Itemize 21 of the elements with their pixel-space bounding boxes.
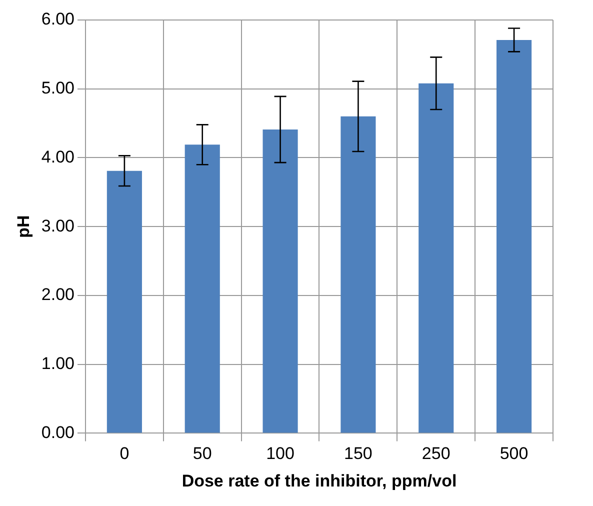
y-axis-title: pH xyxy=(14,215,33,238)
bar xyxy=(418,83,454,433)
bar xyxy=(106,170,142,433)
y-tick-label: 1.00 xyxy=(41,354,74,374)
x-axis-title: Dose rate of the inhibitor, ppm/vol xyxy=(182,471,457,490)
x-tick-label: 100 xyxy=(266,444,294,464)
x-tick-label: 250 xyxy=(422,444,450,464)
bar xyxy=(340,116,376,433)
y-tick-label: 0.00 xyxy=(41,422,74,442)
y-tick-label: 4.00 xyxy=(41,147,74,166)
y-tick-label: 5.00 xyxy=(41,78,74,98)
y-tick-label: 6.00 xyxy=(41,10,74,29)
y-tick-label: 3.00 xyxy=(41,216,74,236)
bar xyxy=(184,144,220,433)
bar xyxy=(262,130,298,433)
bar xyxy=(496,40,532,433)
x-tick-label: 0 xyxy=(120,444,130,464)
x-tick-label: 50 xyxy=(192,444,212,464)
x-tick-label: 150 xyxy=(344,444,372,464)
x-tick-label: 500 xyxy=(500,444,528,464)
y-tick-label: 2.00 xyxy=(41,285,74,304)
